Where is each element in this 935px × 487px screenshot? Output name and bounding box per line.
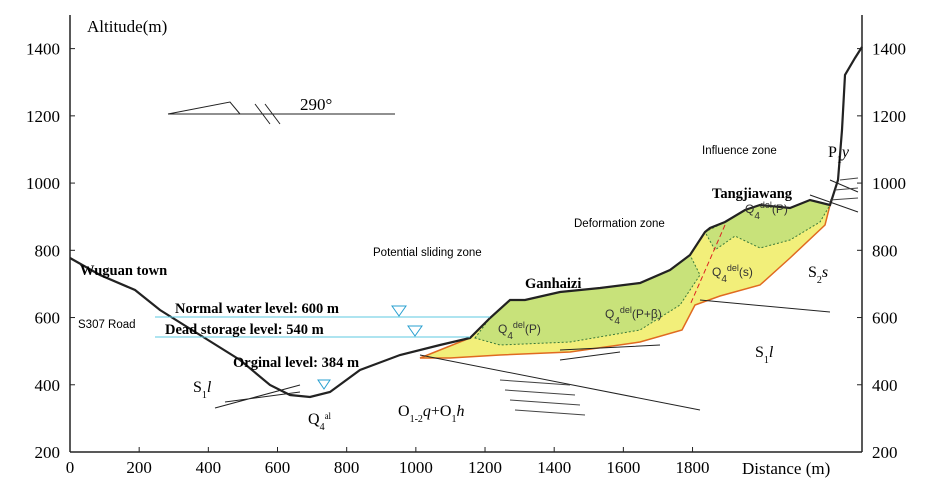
x-tick-label: 0 bbox=[66, 458, 75, 477]
geo-unit: Q4del(P) bbox=[745, 200, 788, 222]
geo-unit: S1l bbox=[193, 379, 212, 401]
x-tick-label: 400 bbox=[196, 458, 222, 477]
geo-unit-part: (P+β) bbox=[632, 307, 662, 321]
town: Wuguan town bbox=[80, 263, 167, 279]
geo-unit-part: P bbox=[828, 144, 837, 161]
azimuth: 290° bbox=[300, 95, 332, 114]
y2-tick-label: 1200 bbox=[872, 107, 906, 126]
geo-unit-part: S bbox=[193, 379, 202, 396]
tangjiawang: Tangjiawang bbox=[712, 186, 793, 202]
geo-unit-part: S bbox=[808, 264, 817, 281]
geo-unit-part: Q bbox=[745, 202, 754, 216]
x-tick-label: 1200 bbox=[468, 458, 502, 477]
x-tick-label: 600 bbox=[265, 458, 291, 477]
geo-unit-part: l bbox=[769, 344, 774, 361]
y-tick-label: 1000 bbox=[26, 174, 60, 193]
geo-unit-part: s bbox=[822, 264, 828, 281]
y2-tick-label: 400 bbox=[872, 376, 898, 395]
y-tick-label: 1400 bbox=[26, 40, 60, 59]
geo-unit-part: Q bbox=[712, 265, 721, 279]
geo-unit-part: 1 bbox=[202, 390, 207, 401]
original-level: Orginal level: 384 m bbox=[233, 355, 359, 371]
geo-unit-part: (P) bbox=[772, 202, 788, 216]
water-markers bbox=[317, 305, 423, 390]
limestone bbox=[499, 177, 859, 416]
geo-unit-part: +O bbox=[431, 403, 452, 420]
geo-unit-part: del bbox=[727, 263, 739, 273]
geo-unit-part: 1 bbox=[764, 355, 769, 366]
geo-unit-part: 2 bbox=[817, 275, 822, 286]
geo-unit: Q4al bbox=[308, 411, 332, 433]
geo-unit-part: y bbox=[840, 144, 850, 161]
x-tick-label: 800 bbox=[334, 458, 360, 477]
geo-unit-part: al bbox=[325, 411, 332, 421]
geo-unit-part: O bbox=[398, 403, 410, 420]
geo-unit-part: 1 bbox=[837, 155, 842, 166]
geo-unit-part: 4 bbox=[614, 316, 620, 327]
geo-unit-part: Q bbox=[498, 322, 507, 336]
geo-unit-part: 4 bbox=[507, 331, 513, 342]
geo-unit-part: l bbox=[207, 379, 212, 396]
y-tick-label: 200 bbox=[35, 443, 61, 462]
y-tick-label: 600 bbox=[35, 309, 61, 328]
geo-unit-part: 4 bbox=[754, 211, 760, 222]
geo-unit-part: S bbox=[755, 344, 764, 361]
geo-unit-part: 1 bbox=[451, 414, 456, 425]
geo-unit-part: del bbox=[760, 200, 772, 210]
geo-unit-part: del bbox=[513, 320, 525, 330]
x-axis-label: Distance (m) bbox=[742, 459, 830, 478]
geo-unit: Q4del(P) bbox=[498, 320, 541, 342]
fault bbox=[689, 224, 726, 306]
geo-unit: O1-2q+O1h bbox=[398, 403, 464, 425]
geo-unit-part: Q bbox=[308, 411, 320, 428]
geo-unit-part: 1-2 bbox=[410, 414, 423, 425]
normal-level: Normal water level: 600 m bbox=[175, 301, 339, 317]
geo-unit-part: (P) bbox=[525, 322, 541, 336]
geo-unit-part: q bbox=[423, 403, 431, 420]
terrain bbox=[69, 46, 863, 399]
y2-tick-label: 1400 bbox=[872, 40, 906, 59]
x-tick-label: 200 bbox=[126, 458, 152, 477]
y-tick-label: 400 bbox=[35, 376, 61, 395]
geo-unit-part: Q bbox=[605, 307, 614, 321]
y-axis-label: Altitude(m) bbox=[87, 17, 167, 36]
y2-tick-label: 200 bbox=[872, 443, 898, 462]
geo-unit: S1l bbox=[755, 344, 774, 366]
sliding-zone: Potential sliding zone bbox=[373, 247, 482, 259]
geo-unit: P1y bbox=[828, 144, 850, 166]
geo-unit-part: (s) bbox=[739, 265, 753, 279]
y2-tick-label: 1000 bbox=[872, 174, 906, 193]
road: S307 Road bbox=[78, 319, 136, 331]
dead-level: Dead storage level: 540 m bbox=[165, 322, 324, 338]
y-tick-label: 1200 bbox=[26, 107, 60, 126]
geo-unit-part: 4 bbox=[721, 274, 727, 285]
geo-unit-part: del bbox=[620, 305, 632, 315]
deformation-zone: Deformation zone bbox=[574, 218, 665, 230]
geo-unit: S2s bbox=[808, 264, 828, 286]
strata-lines bbox=[214, 179, 859, 411]
compass bbox=[167, 101, 395, 125]
geo-unit: Q4del(s) bbox=[712, 263, 753, 285]
y2-tick-label: 600 bbox=[872, 309, 898, 328]
x-tick-label: 1400 bbox=[537, 458, 571, 477]
y2-tick-label: 800 bbox=[872, 241, 898, 260]
x-tick-label: 1800 bbox=[676, 458, 710, 477]
ganhaizi: Ganhaizi bbox=[525, 276, 581, 292]
geology bbox=[69, 15, 863, 453]
influence-zone: Influence zone bbox=[702, 145, 777, 157]
geo-unit-part: 4 bbox=[320, 422, 325, 433]
x-tick-label: 1600 bbox=[606, 458, 640, 477]
geo-unit: Q4del(P+β) bbox=[605, 305, 662, 327]
geo-unit-part: h bbox=[456, 403, 464, 420]
y-tick-label: 800 bbox=[35, 241, 61, 260]
x-tick-label: 1000 bbox=[399, 458, 433, 477]
